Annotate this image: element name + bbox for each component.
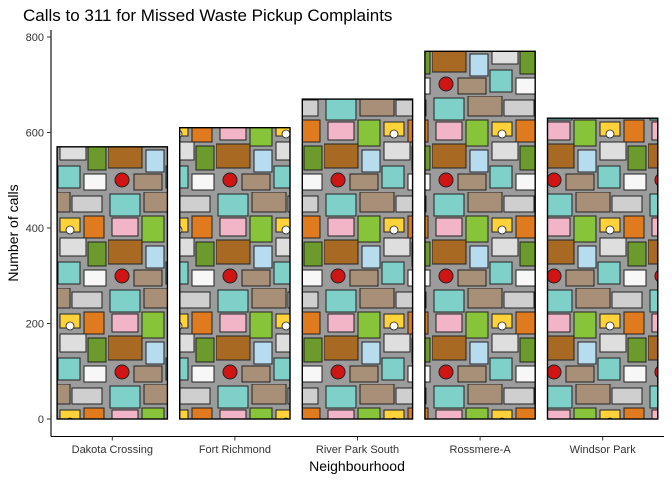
x-tick-label: Rossmere-A xyxy=(450,444,512,456)
x-ticks: Dakota Crossing Fort Richmond River Park S… xyxy=(72,436,637,456)
bar-3 xyxy=(424,50,536,420)
y-tick-label: 200 xyxy=(26,319,44,331)
bar-4 xyxy=(546,117,659,420)
bar-2 xyxy=(301,98,414,420)
y-tick-label: 0 xyxy=(38,414,44,426)
bar-0 xyxy=(56,146,169,420)
chart-title: Calls to 311 for Missed Waste Pickup Com… xyxy=(23,6,392,25)
x-tick-label: Windsor Park xyxy=(570,444,637,456)
x-tick-label: Fort Richmond xyxy=(199,444,271,456)
y-tick-label: 800 xyxy=(26,32,44,44)
bars xyxy=(56,50,659,420)
y-tick-label: 400 xyxy=(26,223,44,235)
x-tick-label: Dakota Crossing xyxy=(72,444,153,456)
bar-1 xyxy=(178,126,291,420)
x-tick-label: River Park South xyxy=(316,444,399,456)
x-axis-title: Neighbourhood xyxy=(309,458,405,474)
y-axis-title: Number of calls xyxy=(5,184,21,281)
y-tick-label: 600 xyxy=(26,128,44,140)
y-ticks: 0 200 400 600 800 xyxy=(26,32,51,426)
